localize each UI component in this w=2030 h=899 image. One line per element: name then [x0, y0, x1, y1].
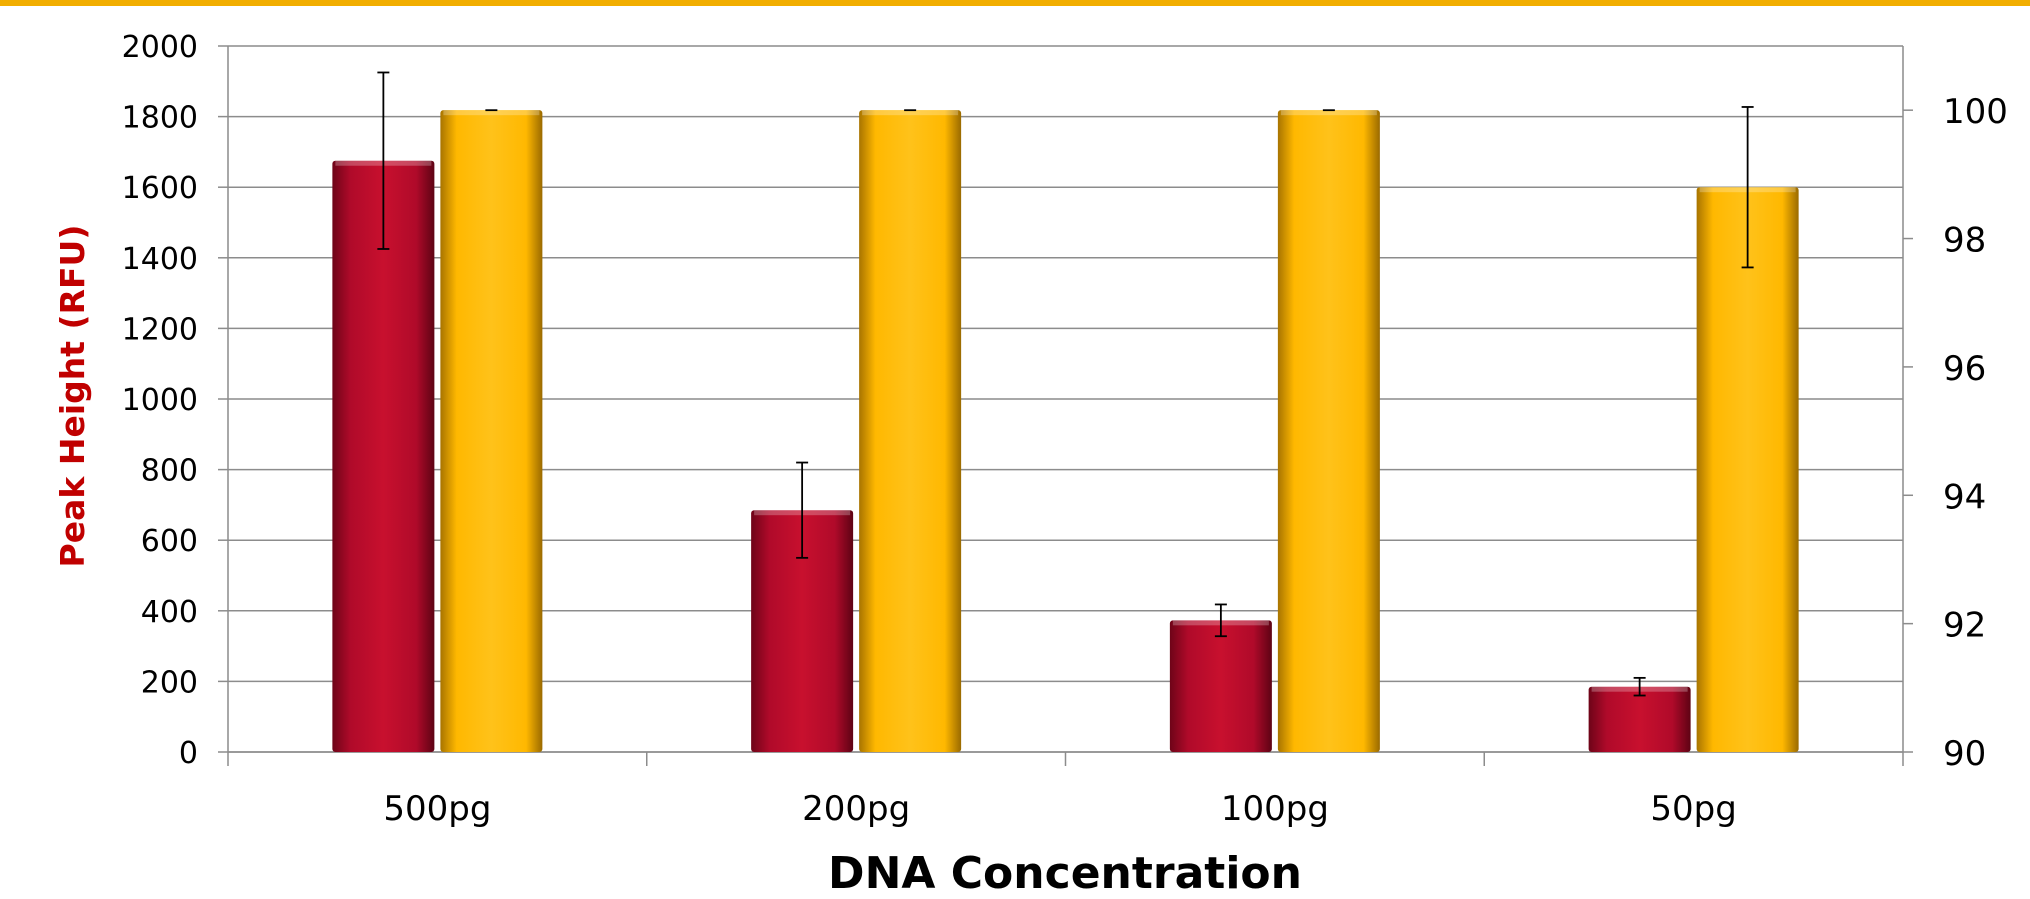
y-tick-label-right: 92 — [1943, 606, 1986, 646]
y-tick-label-left: 200 — [141, 665, 198, 700]
y-tick-label-left: 1600 — [122, 171, 198, 206]
right-axis-bar-highlight — [1280, 110, 1377, 116]
y-tick-label-left: 1400 — [122, 242, 198, 277]
right-axis-bar — [1696, 187, 1799, 752]
y-tick-label-right: 98 — [1943, 221, 1986, 261]
y-tick-label-left: 1000 — [122, 383, 198, 418]
right-axis-bar-highlight — [862, 110, 959, 116]
x-axis-ticks: 500pg 200pg 100pg 50pg — [383, 789, 1737, 829]
y-tick-label-right: 94 — [1943, 477, 1986, 517]
y-tick-label-right: 90 — [1943, 734, 1986, 774]
y-axis-right-ticks: 90 92 94 96 98 100 — [1943, 92, 2008, 774]
right-axis-bar — [1277, 110, 1380, 752]
x-tick-label: 50pg — [1650, 789, 1736, 829]
bars — [332, 110, 1799, 753]
peak-height-bar — [1588, 686, 1691, 752]
y-tick-label-left: 800 — [141, 454, 198, 489]
y-tick-label-left: 600 — [141, 524, 198, 559]
x-tick-label: 500pg — [383, 789, 491, 829]
y-tick-label-left: 1200 — [122, 312, 198, 347]
top-border — [0, 0, 2030, 6]
y-tick-label-left: 1800 — [122, 101, 198, 136]
peak-height-bar — [332, 160, 435, 753]
x-axis-title: DNA Concentration — [828, 848, 1302, 899]
error-bars — [377, 71, 1754, 697]
right-axis-bar — [859, 110, 962, 752]
x-tick-label: 200pg — [802, 789, 910, 829]
y-tick-label-right: 96 — [1943, 349, 1986, 389]
peak-height-bar — [751, 510, 854, 752]
y-axis-left-ticks: 0 200 400 600 800 1000 1200 1400 1600 1800 2000 — [122, 30, 198, 771]
y-tick-label-left: 2000 — [122, 30, 198, 65]
y-tick-label-left: 0 — [179, 736, 198, 771]
right-axis-bar — [440, 110, 543, 752]
y-axis-left-title: Peak Height (RFU) — [53, 225, 92, 568]
x-tick-label: 100pg — [1221, 789, 1329, 829]
y-tick-label-left: 400 — [141, 595, 198, 630]
right-axis-bar-highlight — [443, 110, 540, 116]
peak-height-bar — [1169, 620, 1272, 752]
y-tick-label-right: 100 — [1943, 92, 2008, 132]
